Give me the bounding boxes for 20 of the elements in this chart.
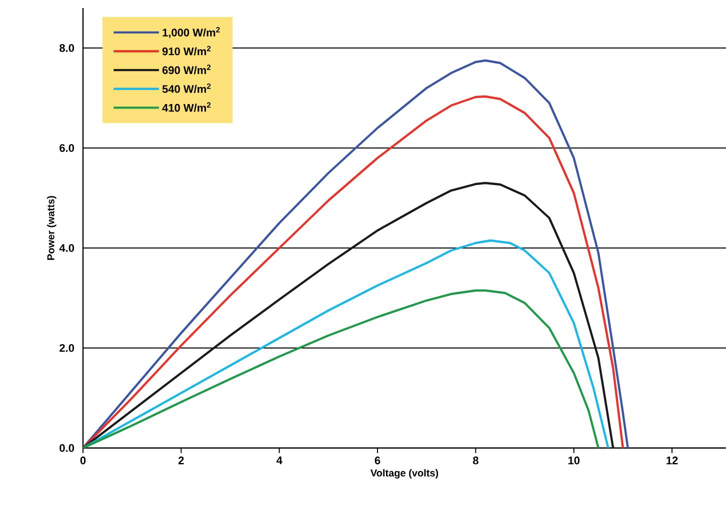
- x-tick-label: 2: [178, 456, 184, 464]
- y-tick-label: 2.0: [60, 344, 74, 352]
- x-axis-title: Voltage (volts): [370, 469, 438, 479]
- x-tick-label: 8: [472, 456, 478, 464]
- y-tick-label: 6.0: [60, 144, 74, 152]
- legend-label: 1,000 W/m$^{2}$: [162, 27, 220, 38]
- x-tick-label: 4: [276, 456, 282, 464]
- legend-label: 540 W/m$^{2}$: [162, 83, 211, 94]
- legend-label: 910 W/m$^{2}$: [162, 46, 211, 56]
- legend-label: 690 W/m$^{2}$: [162, 64, 211, 74]
- y-tick-label: 8.0: [60, 44, 74, 52]
- x-tick-label: 0: [80, 456, 86, 464]
- x-tick-label: 6: [374, 456, 380, 464]
- x-tick-label: 12: [666, 456, 678, 464]
- y-axis-title: Power (watts): [46, 196, 56, 260]
- legend-label: 410 W/m$^{2}$: [162, 102, 211, 112]
- y-tick-label: 0.0: [60, 444, 74, 452]
- x-tick-label: 10: [568, 456, 580, 464]
- line-series: [83, 289, 600, 448]
- y-tick-label: 4.0: [59, 244, 74, 252]
